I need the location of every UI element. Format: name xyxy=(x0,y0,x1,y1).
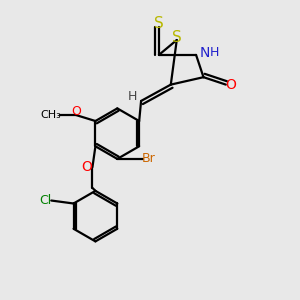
Text: H: H xyxy=(128,90,137,103)
Text: H: H xyxy=(210,46,219,59)
Text: Cl: Cl xyxy=(39,194,51,207)
Text: N: N xyxy=(200,46,210,59)
Text: S: S xyxy=(154,16,164,31)
Text: O: O xyxy=(71,105,81,118)
Text: CH₃: CH₃ xyxy=(40,110,61,120)
Text: S: S xyxy=(172,30,182,45)
Text: O: O xyxy=(225,78,236,92)
Text: Br: Br xyxy=(142,152,156,165)
Text: O: O xyxy=(81,160,92,174)
